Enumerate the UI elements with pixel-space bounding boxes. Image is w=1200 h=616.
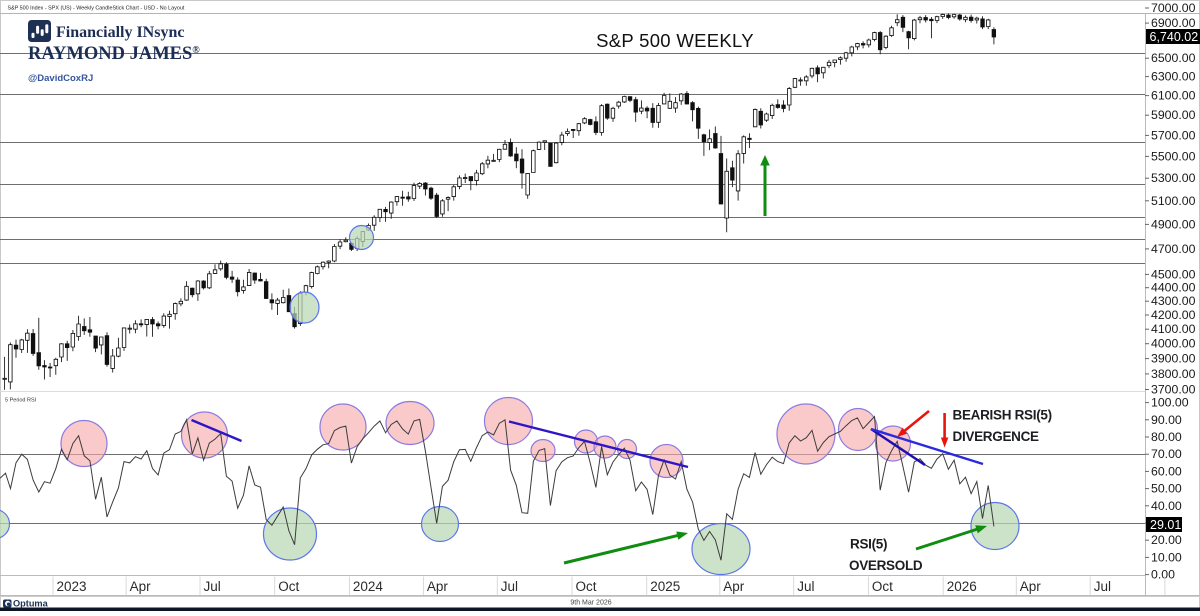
svg-text:5 Period RSI: 5 Period RSI [5,398,37,404]
svg-text:Apr: Apr [427,579,449,594]
svg-text:RAYMOND JAMES®: RAYMOND JAMES® [28,44,200,64]
svg-text:4700.00: 4700.00 [1151,242,1196,256]
svg-text:5100.00: 5100.00 [1151,194,1196,208]
svg-text:4000.00: 4000.00 [1151,337,1196,351]
svg-text:Jul: Jul [501,579,518,594]
svg-text:6500.00: 6500.00 [1151,51,1196,65]
svg-text:2026: 2026 [947,579,977,594]
svg-text:70.00: 70.00 [1151,447,1182,461]
svg-text:50.00: 50.00 [1151,482,1182,496]
svg-text:4300.00: 4300.00 [1151,294,1196,308]
svg-text:Jul: Jul [1094,579,1111,594]
svg-text:10.00: 10.00 [1151,550,1182,564]
svg-text:DIVERGENCE: DIVERGENCE [953,429,1040,444]
svg-text:6,740.02: 6,740.02 [1150,30,1199,44]
svg-text:Jul: Jul [204,579,221,594]
svg-text:6100.00: 6100.00 [1151,89,1196,103]
svg-text:3800.00: 3800.00 [1151,367,1196,381]
svg-text:@DavidCoxRJ: @DavidCoxRJ [28,73,93,84]
svg-text:6900.00: 6900.00 [1151,16,1196,30]
svg-text:20.00: 20.00 [1151,533,1182,547]
svg-text:Optuma: Optuma [13,599,49,609]
svg-text:RSI(5): RSI(5) [850,537,887,552]
svg-text:29.01: 29.01 [1150,518,1181,532]
svg-text:Oct: Oct [278,579,299,594]
svg-text:Apr: Apr [723,579,745,594]
svg-text:Apr: Apr [130,579,152,594]
svg-text:Jul: Jul [797,579,814,594]
svg-text:4500.00: 4500.00 [1151,267,1196,281]
svg-text:S&P 500 WEEKLY: S&P 500 WEEKLY [596,30,754,51]
svg-text:6300.00: 6300.00 [1151,70,1196,84]
svg-text:2023: 2023 [57,579,87,594]
svg-text:2025: 2025 [650,579,680,594]
svg-text:S&P 500 Index - SPX (US) - Wee: S&P 500 Index - SPX (US) - Weekly Candle… [8,6,185,12]
svg-text:5500.00: 5500.00 [1151,149,1196,163]
svg-text:Oct: Oct [576,579,597,594]
svg-text:4400.00: 4400.00 [1151,281,1196,295]
svg-text:100.00: 100.00 [1151,396,1189,410]
svg-text:40.00: 40.00 [1151,499,1182,513]
svg-text:90.00: 90.00 [1151,413,1182,427]
svg-text:0.00: 0.00 [1151,568,1175,582]
svg-text:9th Mar 2026: 9th Mar 2026 [570,600,611,607]
svg-text:4100.00: 4100.00 [1151,322,1196,336]
svg-text:3900.00: 3900.00 [1151,352,1196,366]
svg-text:OVERSOLD: OVERSOLD [849,558,923,573]
svg-text:7000.00: 7000.00 [1151,1,1196,15]
svg-text:Financially INsync: Financially INsync [56,24,184,41]
svg-text:60.00: 60.00 [1151,464,1182,478]
svg-text:5700.00: 5700.00 [1151,128,1196,142]
svg-text:Oct: Oct [872,579,893,594]
svg-text:Apr: Apr [1020,579,1042,594]
svg-text:4200.00: 4200.00 [1151,308,1196,322]
svg-text:80.00: 80.00 [1151,430,1182,444]
svg-text:5300.00: 5300.00 [1151,171,1196,185]
svg-text:2024: 2024 [353,579,384,594]
svg-text:BEARISH RSI(5): BEARISH RSI(5) [953,408,1052,423]
svg-text:4900.00: 4900.00 [1151,217,1196,231]
svg-text:3700.00: 3700.00 [1151,383,1196,397]
svg-text:5900.00: 5900.00 [1151,108,1196,122]
